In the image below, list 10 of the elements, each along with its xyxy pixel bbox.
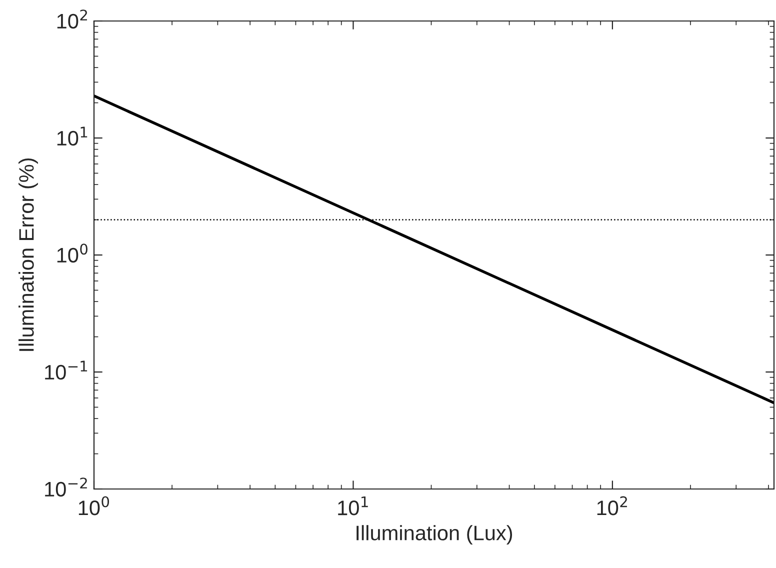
y-tick-label: 10$^{−1}$	[45, 360, 88, 380]
x-tick-label: 10$^{1}$	[338, 496, 368, 516]
y-tick-label: 10$^{−2}$	[45, 478, 87, 497]
y-tick-label: 10$^{0}$	[57, 244, 88, 263]
x-tick-label: 10$^{0}$	[78, 496, 110, 516]
y-tick-label: 10$^{1}$	[57, 126, 88, 146]
y-axis-title: Illumination Error (%)	[18, 158, 38, 351]
y-tick-label: 10$^{2}$	[57, 10, 87, 29]
x-tick-label: 10$^{2}$	[597, 496, 627, 516]
x-axis-title: Illumination (Lux)	[356, 525, 512, 544]
